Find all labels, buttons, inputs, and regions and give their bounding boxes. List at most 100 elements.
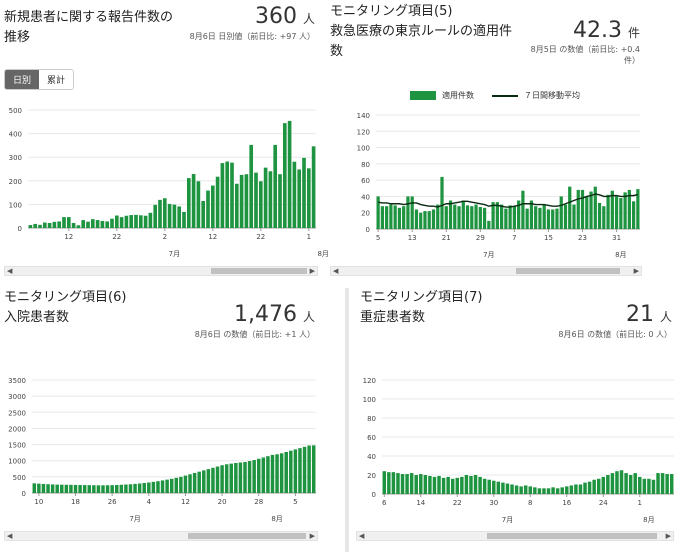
chart-bar[interactable]: [542, 488, 546, 494]
chart-bar[interactable]: [397, 207, 402, 229]
chart-bar[interactable]: [239, 174, 244, 228]
chart-bar[interactable]: [229, 463, 233, 493]
chart-bar[interactable]: [665, 474, 669, 494]
chart-bar[interactable]: [450, 478, 455, 494]
chart-bar[interactable]: [619, 198, 623, 229]
chart-bar[interactable]: [186, 178, 191, 228]
chart-bar[interactable]: [419, 212, 423, 229]
chart-bar[interactable]: [134, 214, 138, 228]
chart-bar[interactable]: [202, 470, 206, 493]
chart-bar[interactable]: [460, 476, 464, 494]
chart-bar[interactable]: [165, 479, 169, 493]
chart-bar[interactable]: [197, 471, 201, 493]
chart-bar[interactable]: [28, 225, 33, 228]
chart-bar[interactable]: [572, 204, 576, 229]
tab-cumulative[interactable]: 累計: [39, 70, 74, 89]
chart-bar[interactable]: [278, 174, 282, 228]
chart-bar[interactable]: [148, 212, 153, 228]
chart-bar[interactable]: [129, 215, 134, 228]
chart-bar[interactable]: [638, 476, 642, 494]
chart-bar[interactable]: [636, 189, 640, 229]
chart-bar[interactable]: [619, 470, 624, 494]
chart-bar[interactable]: [119, 484, 124, 493]
chart-bar[interactable]: [224, 464, 229, 493]
chart-bar[interactable]: [47, 223, 52, 228]
chart-bar[interactable]: [400, 474, 405, 494]
chart-bar[interactable]: [569, 485, 574, 494]
chart-bar[interactable]: [292, 161, 297, 228]
chart-bar[interactable]: [423, 211, 427, 229]
chart-bar[interactable]: [138, 215, 143, 228]
chart-bar[interactable]: [578, 484, 583, 495]
chart-bar[interactable]: [628, 475, 633, 494]
chart-bar[interactable]: [238, 462, 243, 493]
chart-bar[interactable]: [287, 120, 292, 228]
chart-bar[interactable]: [32, 483, 37, 493]
chart-bar[interactable]: [105, 221, 110, 228]
chart-bar[interactable]: [268, 171, 273, 228]
chart-scrollbar[interactable]: ◀ ▶: [4, 531, 318, 541]
chart-bar[interactable]: [160, 480, 165, 493]
chart-bar[interactable]: [568, 186, 572, 229]
chart-bar[interactable]: [409, 473, 414, 494]
chart-bar[interactable]: [432, 476, 437, 494]
scroll-left-icon[interactable]: ◀: [333, 267, 339, 275]
chart-bar[interactable]: [78, 484, 82, 493]
chart-bar[interactable]: [514, 485, 519, 494]
chart-bar[interactable]: [279, 453, 284, 493]
chart-bar[interactable]: [128, 484, 133, 493]
chart-bar[interactable]: [192, 472, 197, 493]
chart-bar[interactable]: [297, 169, 302, 228]
chart-bar[interactable]: [457, 206, 461, 229]
chart-bar[interactable]: [499, 204, 504, 229]
chart-bar[interactable]: [188, 474, 192, 493]
chart-bar[interactable]: [201, 200, 206, 228]
chart-bar[interactable]: [606, 475, 610, 494]
chart-bar[interactable]: [437, 475, 441, 494]
chart-bar[interactable]: [167, 203, 172, 228]
chart-bar[interactable]: [419, 474, 423, 494]
chart-bar[interactable]: [597, 202, 602, 229]
scroll-thumb[interactable]: [211, 268, 307, 274]
chart-bar[interactable]: [583, 482, 587, 494]
chart-bar[interactable]: [42, 222, 47, 228]
chart-bar[interactable]: [574, 484, 578, 495]
chart-bar[interactable]: [508, 205, 512, 229]
chart-bar[interactable]: [448, 200, 453, 230]
chart-bar[interactable]: [247, 461, 252, 493]
chart-bar[interactable]: [275, 454, 279, 493]
chart-bar[interactable]: [606, 194, 610, 229]
chart-bar[interactable]: [525, 208, 529, 229]
chart-bar[interactable]: [521, 190, 525, 229]
chart-bar[interactable]: [528, 486, 533, 494]
chart-bar[interactable]: [46, 484, 50, 493]
chart-bar[interactable]: [95, 220, 100, 228]
chart-bar[interactable]: [57, 221, 62, 228]
chart-bar[interactable]: [469, 475, 473, 494]
chart-bar[interactable]: [211, 467, 215, 493]
chart-bar[interactable]: [504, 208, 508, 229]
chart-bar[interactable]: [137, 483, 142, 493]
chart-bar[interactable]: [592, 479, 596, 494]
chart-bar[interactable]: [66, 217, 71, 228]
chart-bar[interactable]: [560, 487, 564, 494]
chart-bar[interactable]: [110, 485, 114, 493]
chart-bar[interactable]: [142, 482, 146, 493]
chart-bar[interactable]: [270, 454, 275, 493]
chart-bar[interactable]: [478, 476, 482, 494]
chart-bar[interactable]: [610, 473, 615, 494]
chart-bar[interactable]: [647, 478, 651, 494]
chart-bar[interactable]: [455, 477, 460, 494]
chart-bar[interactable]: [610, 190, 614, 229]
scroll-thumb[interactable]: [487, 533, 657, 539]
chart-bar[interactable]: [284, 451, 288, 493]
chart-bar[interactable]: [234, 183, 239, 228]
chart-bar[interactable]: [660, 473, 665, 494]
chart-bar[interactable]: [431, 209, 436, 229]
chart-bar[interactable]: [257, 458, 261, 493]
chart-bar[interactable]: [478, 207, 482, 229]
chart-bar[interactable]: [474, 204, 478, 229]
chart-bar[interactable]: [37, 483, 41, 493]
chart-bar[interactable]: [656, 473, 660, 494]
chart-bar[interactable]: [158, 199, 162, 228]
